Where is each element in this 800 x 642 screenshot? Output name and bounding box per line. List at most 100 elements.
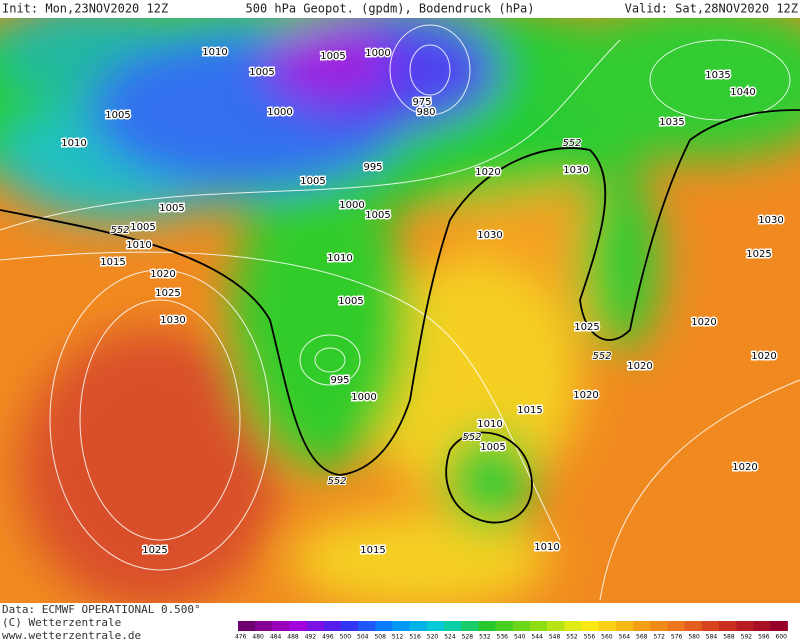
colorbar-label: 488	[287, 634, 299, 641]
isobar-label: 1010	[202, 47, 227, 58]
colorbar-label: 492	[305, 634, 317, 641]
colorbar-swatch	[375, 621, 393, 631]
colorbar-swatch	[581, 621, 599, 631]
colorbar-swatch	[650, 621, 668, 631]
colorbar-label: 540	[514, 634, 526, 641]
colorbar-label: 588	[723, 634, 735, 641]
colorbar-swatch	[684, 621, 703, 631]
colorbar-label: 600	[776, 634, 788, 641]
isobar-label: 1025	[155, 288, 180, 299]
colorbar-label: 536	[497, 634, 509, 641]
isobar-label: 1040	[730, 87, 755, 98]
colorbar-swatch	[598, 621, 617, 631]
isobar-label: 1020	[627, 361, 652, 372]
geopotential-label: 552	[592, 351, 611, 362]
colorbar-label: 572	[653, 634, 665, 641]
colorbar-swatch	[289, 621, 307, 631]
colorbar-label: 480	[252, 634, 264, 641]
colorbar-swatch	[358, 621, 376, 631]
isobar-label: 1005	[249, 67, 274, 78]
colorbar-swatch	[461, 621, 479, 631]
colorbar-swatch	[238, 621, 256, 631]
colorbar-label: 544	[531, 634, 543, 641]
isobar-label: 1015	[360, 545, 385, 556]
isobar-label: 1005	[338, 296, 363, 307]
colorbar-swatch	[667, 621, 685, 631]
colorbar-swatch	[409, 621, 428, 631]
colorbar-swatch	[547, 621, 565, 631]
colorbar-swatch	[615, 621, 634, 631]
isobar-label: 1010	[477, 419, 502, 430]
colorbar-label: 568	[636, 634, 648, 641]
colorbar-swatch	[753, 621, 771, 631]
colorbar-label: 512	[392, 634, 404, 641]
colorbar-label: 580	[688, 634, 700, 641]
isobar-label: 1020	[691, 317, 716, 328]
isobar-label: 1005	[105, 110, 130, 121]
isobar-label: 1030	[563, 165, 588, 176]
colorbar-swatch	[323, 621, 342, 631]
geopotential-label: 552	[110, 225, 129, 236]
isobar-label: 1025	[574, 322, 599, 333]
colorbar-label: 528	[462, 634, 474, 641]
isobar-label: 1030	[477, 230, 502, 241]
colorbar-label: 548	[549, 634, 561, 641]
valid-time: Valid: Sat,28NOV2020 12Z	[625, 2, 798, 16]
isobar-label: 1005	[159, 203, 184, 214]
isobar-label: 1020	[475, 167, 500, 178]
colorbar-label: 576	[671, 634, 683, 641]
map-title: 500 hPa Geopot. (gpdm), Bodendruck (hPa)	[246, 2, 535, 16]
isobar-label: 1030	[758, 215, 783, 226]
colorbar-label: 500	[340, 634, 352, 641]
colorbar-label: 564	[619, 634, 631, 641]
isobar-label: 1015	[100, 257, 125, 268]
colorbar-swatch	[633, 621, 651, 631]
map-field	[0, 18, 800, 603]
colorbar-label: 532	[479, 634, 491, 641]
colorbar-swatch	[255, 621, 273, 631]
isobar-label: 1005	[300, 176, 325, 187]
isobar-label: 1000	[339, 200, 364, 211]
isobar-label: 1000	[351, 392, 376, 403]
colorbar-swatch	[306, 621, 325, 631]
colorbar-label: 484	[270, 634, 282, 641]
colorbar-swatch	[701, 621, 720, 631]
isobar-label: 1005	[365, 210, 390, 221]
isobar-label: 1000	[267, 107, 292, 118]
colorbar-label: 476	[235, 634, 247, 641]
geopotential-label: 552	[562, 138, 581, 149]
colorbar-swatch	[564, 621, 582, 631]
isobar-label: 1010	[126, 240, 151, 251]
website: www.wetterzentrale.de	[2, 629, 141, 642]
isobar-label: 1010	[61, 138, 86, 149]
isobar-label: 1025	[142, 545, 167, 556]
colorbar-swatch	[341, 621, 359, 631]
colorbar-label: 508	[374, 634, 386, 641]
isobar-label: 1030	[160, 315, 185, 326]
colorbar-label: 524	[444, 634, 456, 641]
colorbar-swatch	[444, 621, 462, 631]
isobar-label: 1020	[573, 390, 598, 401]
isobar-label: 975	[412, 97, 431, 108]
isobar-label: 995	[330, 375, 349, 386]
colorbar-swatch	[718, 621, 737, 631]
colorbar-swatch	[770, 621, 788, 631]
colorbar-label: 592	[741, 634, 753, 641]
colorbar-label: 496	[322, 634, 334, 641]
colorbar-swatch	[736, 621, 754, 631]
isobar-label: 1005	[480, 442, 505, 453]
colorbar-swatch	[272, 621, 290, 631]
colorbar-swatch	[512, 621, 531, 631]
isobar-label: 1005	[320, 51, 345, 62]
isobar-label: 1020	[150, 269, 175, 280]
colorbar-label: 552	[566, 634, 578, 641]
colorbar-swatch	[426, 621, 445, 631]
colorbar-label: 584	[706, 634, 718, 641]
colorbar-swatch	[478, 621, 496, 631]
copyright: (C) Wetterzentrale	[2, 616, 121, 629]
isobar-label: 1020	[732, 462, 757, 473]
isobar-label: 995	[363, 162, 382, 173]
colorbar-label: 516	[409, 634, 421, 641]
